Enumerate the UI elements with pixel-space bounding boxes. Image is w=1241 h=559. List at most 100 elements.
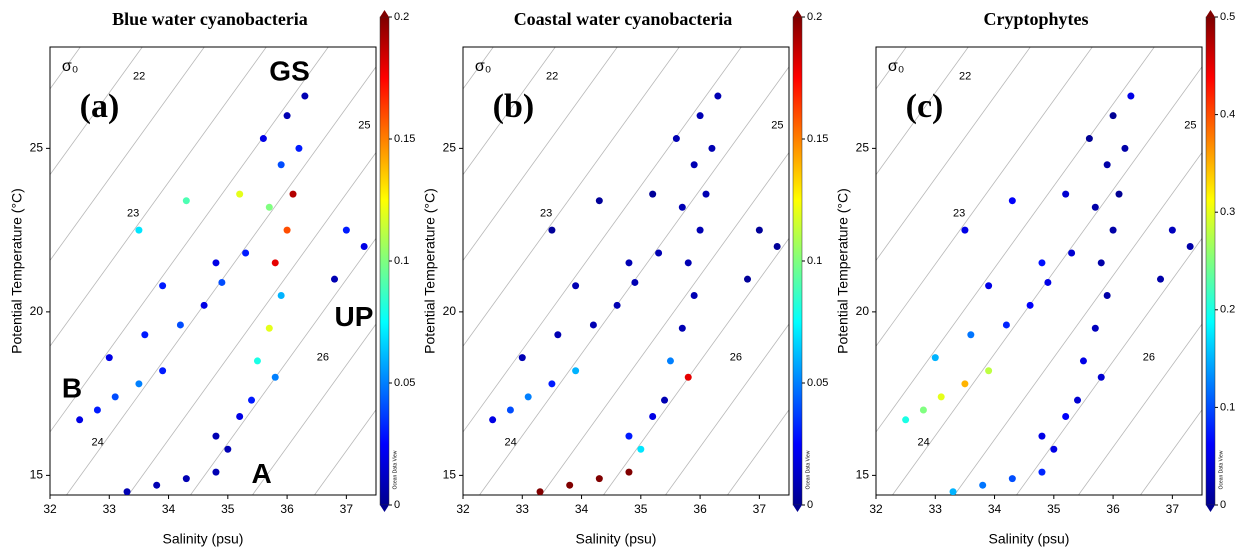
annotation: B	[62, 373, 82, 404]
data-point	[536, 488, 544, 495]
colorbar-tick-label: 0.4	[1220, 109, 1235, 121]
data-point	[242, 249, 250, 257]
isopycnal-line	[127, 151, 376, 495]
annotation: UP	[335, 301, 374, 332]
data-point	[649, 413, 657, 421]
data-point	[1168, 226, 1176, 234]
data-point	[182, 475, 190, 483]
isopycnal-line	[953, 151, 1202, 495]
points	[76, 92, 368, 495]
isopycnal-line	[837, 17, 1197, 515]
x-tick-label: 36	[280, 502, 294, 516]
data-point	[755, 226, 763, 234]
isopycnal-line	[478, 66, 789, 495]
isopycnal-line	[50, 47, 329, 433]
isopycnal-line	[664, 323, 789, 495]
data-point	[248, 396, 256, 404]
annotation: 22	[959, 70, 971, 82]
x-tick-label: 33	[516, 502, 530, 516]
data-point	[265, 324, 273, 332]
data-point	[331, 275, 339, 283]
points	[902, 92, 1194, 495]
annotation: 25	[1184, 119, 1196, 131]
colorbar-arrow	[793, 505, 802, 512]
data-point	[708, 144, 716, 152]
x-tick-label: 32	[456, 502, 470, 516]
data-point	[289, 190, 297, 198]
y-tick-label: 20	[856, 304, 870, 318]
x-tick-label: 35	[634, 502, 648, 516]
isopycnal-line	[876, 47, 1155, 433]
data-point	[985, 367, 993, 375]
data-point	[271, 373, 279, 381]
x-tick-label: 33	[103, 502, 117, 516]
panel-title: Coastal water cyanobacteria	[514, 9, 733, 29]
data-point	[661, 396, 669, 404]
x-tick-label: 34	[575, 502, 589, 516]
colorbar-label: Ocean Data View	[805, 450, 811, 489]
colorbar-tick-label: 0	[394, 499, 400, 511]
colorbar-tick-label: 0.2	[807, 11, 822, 23]
data-point	[678, 324, 686, 332]
colorbar-tick-label: 0	[807, 499, 813, 511]
data-point	[1079, 357, 1087, 365]
isopycnal-line	[876, 47, 1093, 347]
isopycnal-line	[726, 409, 789, 495]
isopycnal-line	[463, 47, 680, 347]
isopycnal-line	[486, 17, 846, 515]
isopycnal-line	[50, 47, 143, 176]
y-tick-label: 25	[856, 141, 870, 155]
colorbar-arrow	[1206, 505, 1215, 512]
data-point	[696, 112, 704, 120]
data-point	[259, 135, 267, 143]
isopycnal-line	[876, 47, 907, 90]
colorbar	[379, 16, 390, 506]
data-point	[672, 135, 680, 143]
data-point	[111, 393, 119, 401]
data-point	[1103, 292, 1111, 300]
colorbar	[1205, 16, 1216, 506]
data-point	[489, 416, 497, 424]
data-point	[979, 481, 987, 489]
colorbar-arrow	[1206, 10, 1215, 17]
data-point	[1062, 190, 1070, 198]
points	[489, 92, 781, 495]
colorbar	[792, 16, 803, 506]
isopycnal-line	[891, 66, 1202, 495]
x-tick-label: 36	[1106, 502, 1120, 516]
x-tick-label: 33	[929, 502, 943, 516]
y-tick-label: 20	[30, 304, 44, 318]
data-point	[176, 321, 184, 329]
data-point	[949, 488, 957, 495]
annotation: σ₀	[475, 58, 492, 75]
colorbar-tick-label: 0	[1220, 499, 1226, 511]
data-point	[1062, 413, 1070, 421]
colorbar-tick-label: 0.1	[394, 255, 409, 267]
annotation: (a)	[80, 88, 120, 125]
data-point	[93, 406, 101, 414]
y-tick-label: 15	[443, 468, 457, 482]
data-point	[1109, 226, 1117, 234]
plot-frame	[49, 46, 377, 496]
annotation: (b)	[493, 88, 535, 125]
annotation: 25	[771, 119, 783, 131]
colorbar-tick-label: 0.05	[807, 377, 828, 389]
data-point	[702, 190, 710, 198]
data-point	[1038, 432, 1046, 440]
data-point	[1085, 135, 1093, 143]
data-point	[1109, 112, 1117, 120]
annotation: 26	[1143, 352, 1155, 364]
data-point	[684, 259, 692, 267]
isopycnal-line	[602, 237, 789, 495]
data-point	[566, 481, 574, 489]
data-point	[212, 468, 220, 476]
data-point	[931, 354, 939, 362]
panel: Coastal water cyanobacteria 32 33 34 35 36 37 1…	[422, 9, 1197, 547]
data-point	[1121, 144, 1129, 152]
annotation: σ₀	[62, 58, 79, 75]
data-point	[1127, 92, 1135, 100]
panel: Cryptophytes 32 33 34 35 36 37 15 20 25 Salinity (…	[835, 9, 1236, 547]
data-point	[295, 144, 303, 152]
colorbar-arrow	[380, 505, 389, 512]
data-point	[684, 373, 692, 381]
